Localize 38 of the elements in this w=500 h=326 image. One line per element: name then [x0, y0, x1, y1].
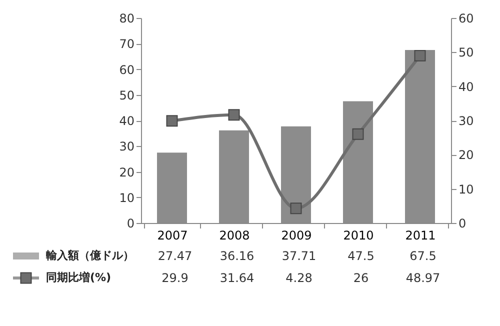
- point: [290, 202, 302, 214]
- x-tick-label: 2011: [405, 228, 436, 242]
- data-label: 4.28: [286, 271, 312, 285]
- y-tick-label: 10: [119, 190, 134, 205]
- point: [228, 109, 240, 121]
- y2-tick-label: 40: [458, 80, 474, 94]
- y-tick-label: 70: [119, 37, 134, 52]
- data-label: 36.16: [220, 249, 254, 263]
- y-tick-label: 80: [119, 12, 134, 26]
- y2-tick-label: 60: [458, 12, 474, 26]
- legend-label: 同期比増(%): [46, 271, 112, 284]
- data-label: 26: [353, 271, 369, 285]
- legend-label: 輸入額（億ドル）: [45, 249, 134, 262]
- y2-tick-label: 30: [458, 114, 474, 128]
- x-tick-label: 2007: [157, 228, 188, 242]
- data-label: 27.47: [158, 249, 192, 263]
- y2-tick-label: 20: [458, 148, 474, 162]
- y-tick-label: 30: [119, 140, 134, 154]
- point: [166, 115, 178, 127]
- y-tick-label: 60: [119, 62, 134, 77]
- data-label: 37.71: [282, 249, 316, 263]
- x-tick-label: 2008: [219, 228, 250, 242]
- data-label: 47.5: [348, 249, 374, 263]
- y-tick-label: 0: [126, 216, 134, 230]
- point: [414, 50, 426, 62]
- data-label: 67.5: [410, 249, 436, 263]
- y-tick-label: 20: [119, 165, 134, 180]
- y-tick-label: 50: [119, 88, 134, 102]
- x-tick-label: 2010: [343, 228, 374, 242]
- point: [352, 128, 364, 140]
- data-label: 31.64: [220, 271, 254, 285]
- data-label: 29.9: [162, 271, 188, 285]
- y2-tick-label: 0: [458, 216, 466, 230]
- y-tick-label: 40: [119, 114, 134, 128]
- y2-tick-label: 50: [458, 46, 474, 60]
- y2-tick-label: 10: [458, 182, 474, 196]
- x-tick-label: 2009: [281, 228, 312, 242]
- data-label: 48.97: [406, 271, 440, 285]
